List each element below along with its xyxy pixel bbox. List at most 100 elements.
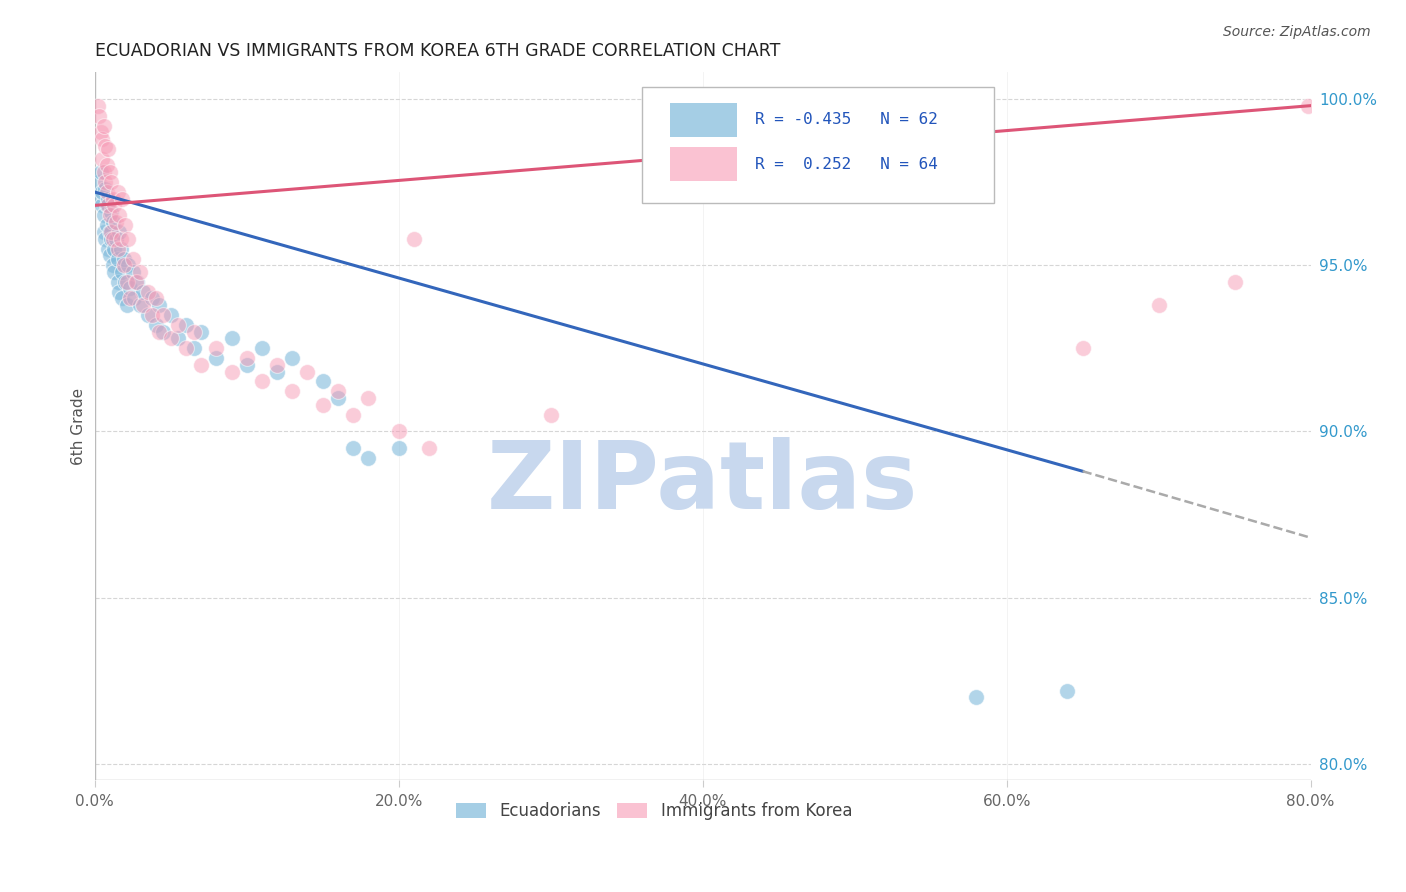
Point xyxy=(167,331,190,345)
Point xyxy=(145,318,167,332)
Point xyxy=(112,258,135,272)
Point xyxy=(93,119,115,133)
Point xyxy=(100,175,122,189)
Point xyxy=(107,275,129,289)
Point xyxy=(129,298,152,312)
Point xyxy=(94,182,117,196)
Point xyxy=(127,275,149,289)
Point xyxy=(112,252,135,266)
Point xyxy=(148,325,170,339)
Point xyxy=(100,225,122,239)
Point xyxy=(250,375,273,389)
Point xyxy=(1071,341,1094,355)
Point xyxy=(297,365,319,379)
Point xyxy=(1296,98,1319,112)
Point xyxy=(152,325,174,339)
Point xyxy=(98,225,121,239)
Point xyxy=(141,308,163,322)
Point xyxy=(97,192,120,206)
Point xyxy=(98,165,121,179)
Point xyxy=(115,298,138,312)
Point xyxy=(402,231,425,245)
Point xyxy=(97,242,120,256)
Text: ZIPatlas: ZIPatlas xyxy=(486,437,918,529)
Point xyxy=(121,252,143,266)
Point xyxy=(89,109,111,123)
Point xyxy=(97,198,120,212)
Point xyxy=(266,365,288,379)
Point xyxy=(141,292,163,306)
Point xyxy=(91,185,114,199)
FancyBboxPatch shape xyxy=(669,147,737,181)
Point xyxy=(312,398,335,412)
Point xyxy=(93,165,115,179)
Point xyxy=(1223,275,1246,289)
Point xyxy=(266,358,288,372)
Point xyxy=(107,252,129,266)
Point xyxy=(93,225,115,239)
Point xyxy=(96,159,118,173)
Point xyxy=(235,351,257,366)
Point xyxy=(281,351,304,366)
Point xyxy=(91,152,114,166)
Point xyxy=(122,292,145,306)
Point xyxy=(114,219,136,233)
FancyBboxPatch shape xyxy=(669,103,737,136)
Point xyxy=(357,450,380,465)
Point xyxy=(89,192,111,206)
Point xyxy=(132,298,155,312)
Point xyxy=(91,132,114,146)
Point xyxy=(91,198,114,212)
Point xyxy=(129,265,152,279)
FancyBboxPatch shape xyxy=(643,87,994,203)
Point xyxy=(93,208,115,222)
Point xyxy=(94,231,117,245)
Y-axis label: 6th Grade: 6th Grade xyxy=(72,388,86,465)
Point xyxy=(114,275,136,289)
Point xyxy=(1147,298,1170,312)
Point xyxy=(90,125,112,139)
Point xyxy=(221,331,243,345)
Point xyxy=(190,358,212,372)
Point xyxy=(326,384,349,399)
Point xyxy=(388,441,411,455)
Point xyxy=(540,408,562,422)
Point xyxy=(965,690,987,705)
Point xyxy=(101,192,124,206)
Point xyxy=(125,275,148,289)
Point xyxy=(87,98,110,112)
Point xyxy=(190,325,212,339)
Point xyxy=(205,351,228,366)
Point xyxy=(104,215,127,229)
Point xyxy=(110,242,132,256)
Point xyxy=(152,308,174,322)
Point xyxy=(183,341,205,355)
Point xyxy=(108,208,131,222)
Point xyxy=(418,441,440,455)
Point xyxy=(117,231,139,245)
Point xyxy=(103,265,125,279)
Point xyxy=(117,258,139,272)
Point xyxy=(98,248,121,262)
Point xyxy=(108,285,131,299)
Point xyxy=(90,165,112,179)
Point xyxy=(221,365,243,379)
Point xyxy=(159,308,181,322)
Point xyxy=(205,341,228,355)
Point xyxy=(388,425,411,439)
Point xyxy=(145,292,167,306)
Point xyxy=(342,408,364,422)
Point xyxy=(174,318,197,332)
Point xyxy=(1056,683,1078,698)
Point xyxy=(108,225,131,239)
Point xyxy=(281,384,304,399)
Point xyxy=(159,331,181,345)
Point xyxy=(97,142,120,156)
Point xyxy=(136,285,159,299)
Point xyxy=(96,198,118,212)
Point xyxy=(111,192,134,206)
Point xyxy=(104,231,127,245)
Point xyxy=(96,219,118,233)
Text: R = -0.435   N = 62: R = -0.435 N = 62 xyxy=(755,112,938,128)
Point xyxy=(98,208,121,222)
